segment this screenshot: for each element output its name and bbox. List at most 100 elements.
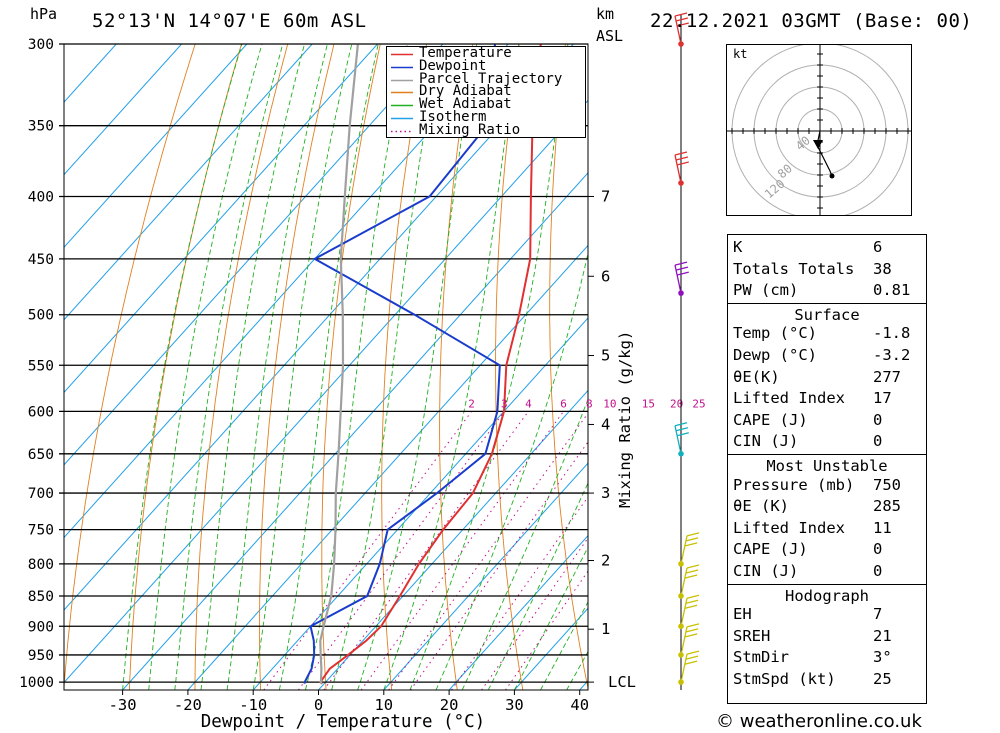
isotherm-line: [64, 44, 574, 611]
pressure-tick-label: 800: [28, 557, 54, 573]
index-label: SREH: [733, 626, 771, 645]
pressure-tick-label: 400: [28, 189, 54, 205]
index-value: 0: [873, 540, 883, 559]
wind-barb: [674, 422, 689, 457]
mixing-ratio-value-label: 4: [525, 397, 532, 410]
legend-swatch: [391, 104, 413, 107]
isotherm-line: [252, 317, 588, 690]
mixing-ratio-value-label: 25: [692, 397, 705, 410]
wet-adiabat-line: [252, 44, 353, 690]
isotherm-line: [383, 462, 588, 690]
mixing-ratio-line: [410, 441, 588, 690]
index-label: Totals Totals: [733, 259, 855, 278]
legend-item: Wet Adiabat: [387, 96, 585, 112]
dry-adiabat-line: [653, 44, 720, 690]
dry-adiabat-line: [259, 44, 335, 690]
wind-barb: [678, 650, 700, 685]
mixing-ratio-line: [388, 412, 588, 690]
index-value: 0: [873, 432, 883, 451]
pressure-tick-label: 700: [28, 486, 54, 502]
legend-item: Temperature: [387, 45, 585, 61]
dry-adiabat-line: [64, 44, 196, 690]
dry-adiabat-line: [381, 44, 428, 690]
temp-tick-label: -30: [109, 696, 137, 714]
legend-label: Dewpoint: [419, 57, 487, 74]
isotherm-line: [64, 44, 378, 394]
wind-barb: [674, 261, 689, 296]
axes: -30 -20 -10 0 10 20 30 40 Dewpoint / Temperature…: [109, 187, 706, 732]
header-km-label: km: [596, 5, 615, 23]
hodograph-unit-label: kt: [733, 47, 747, 61]
mixing-ratio-value-label: 10: [603, 397, 616, 410]
index-value: 21: [873, 626, 892, 645]
index-row: EH 7: [728, 604, 926, 625]
km-tick-label: 5: [601, 347, 610, 365]
legend-swatch: [391, 79, 413, 81]
legend-label: Isotherm: [419, 109, 487, 125]
x-axis-label: Dewpoint / Temperature (°C): [201, 712, 485, 732]
pressure-tick-label: 500: [28, 308, 54, 324]
header-asl-label: ASL: [596, 27, 624, 45]
index-label: Lifted Index: [733, 518, 845, 537]
wet-adiabat-line: [174, 44, 284, 690]
isotherm-line: [318, 389, 588, 690]
wet-adiabat-line: [122, 44, 243, 690]
index-row: PW (cm) 0.81: [728, 280, 926, 301]
isotherm-line: [64, 44, 313, 321]
dry-adiabat-line: [194, 44, 289, 690]
mixing-ratio-axis-label: Mixing Ratio (g/kg): [616, 331, 634, 508]
legend-swatch: [391, 117, 413, 120]
legend-item: Isotherm: [387, 109, 585, 125]
wet-adiabat-line: [304, 44, 408, 690]
km-tick-label: 6: [601, 267, 610, 285]
pressure-tick-label: 950: [28, 648, 54, 664]
index-row: θE (K) 285: [728, 496, 926, 517]
index-value: 0: [873, 410, 883, 429]
section-title: Most Unstable: [766, 457, 888, 475]
dry-adiabat-line: [982, 44, 1000, 690]
isotherm-line: [64, 44, 117, 103]
index-value: 750: [873, 475, 901, 494]
legend-swatch: [391, 66, 413, 69]
mixing-ratio-value-label: 2: [468, 397, 475, 410]
legend-label: Dry Adiabat: [419, 83, 512, 100]
temp-tick-label: -10: [239, 696, 267, 714]
header-hpa-label: hPa: [30, 5, 58, 23]
index-value: 277: [873, 367, 901, 386]
index-row: StmSpd (kt) 25: [728, 669, 926, 690]
mixing-ratio-value-label: 3: [501, 397, 508, 410]
km-tick-label: 7: [601, 187, 610, 205]
wind-barb: [674, 12, 689, 47]
isotherm-line: [64, 44, 509, 539]
index-label: Dewp (°C): [733, 346, 817, 364]
index-label: Pressure (mb): [733, 475, 855, 494]
index-label: θE(K): [733, 367, 780, 386]
section-divider: [728, 583, 926, 585]
index-value: -3.2: [873, 346, 911, 364]
legend-item: Mixing Ratio: [387, 121, 585, 138]
index-label: K: [733, 238, 743, 256]
mixing-ratio-line: [451, 495, 588, 690]
wind-barb: [678, 594, 700, 630]
wet-adiabat-line: [435, 251, 588, 690]
legend-label: Mixing Ratio: [419, 121, 521, 138]
wet-adiabat-line: [200, 44, 305, 690]
wind-barb: [678, 564, 700, 599]
traces: [303, 44, 542, 685]
hodograph-end-point: [829, 173, 835, 179]
index-row: Lifted Index 17: [728, 388, 926, 409]
km-tick-label: 3: [601, 484, 610, 502]
index-row: Lifted Index 11: [728, 518, 926, 539]
wind-barb: [678, 532, 700, 567]
index-label: CIN (J): [733, 432, 799, 451]
wind-barb: [678, 623, 700, 658]
index-label: StmDir: [733, 648, 789, 667]
pressure-tick-label: 550: [28, 358, 54, 374]
indices-panel: K 6 Totals Totals 38 PW (cm) 0.81 Surface Temp …: [727, 234, 927, 704]
section-divider: [728, 302, 926, 304]
series-parcel-trajectory: [319, 44, 359, 684]
legend-swatch: [391, 130, 413, 133]
wet-adiabat-line: [514, 546, 588, 690]
